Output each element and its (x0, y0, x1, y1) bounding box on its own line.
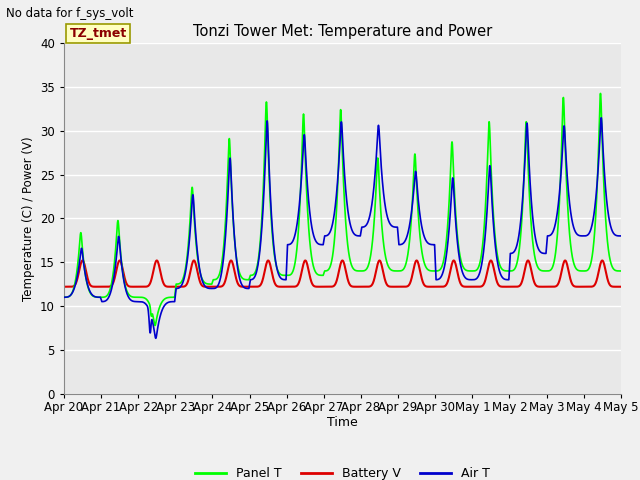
Panel T (546, 267, 554, 273)
Text: TZ_tmet: TZ_tmet (70, 27, 127, 40)
Air T (546, 232, 554, 238)
Battery V (616, 284, 624, 289)
Battery V (60, 284, 68, 289)
Air T (274, 269, 282, 275)
Panel T (151, 323, 159, 328)
Panel T (606, 258, 614, 264)
Air T (597, 115, 605, 120)
Battery V (546, 284, 554, 289)
Air T (157, 312, 164, 317)
Battery V (157, 271, 164, 276)
Line: Air T: Air T (64, 118, 621, 338)
Air T (152, 336, 159, 341)
Y-axis label: Temperature (C) / Power (V): Temperature (C) / Power (V) (22, 136, 35, 300)
Air T (617, 233, 625, 239)
Air T (60, 294, 68, 300)
Battery V (606, 282, 614, 288)
Battery V (617, 284, 625, 289)
Air T (298, 169, 306, 175)
Battery V (274, 284, 282, 289)
Air T (606, 222, 614, 228)
Panel T (124, 289, 131, 295)
Line: Panel T: Panel T (64, 94, 621, 325)
Air T (124, 292, 131, 298)
Text: No data for f_sys_volt: No data for f_sys_volt (6, 7, 134, 20)
Battery V (124, 283, 132, 288)
Battery V (298, 268, 306, 274)
Panel T (596, 91, 604, 96)
Panel T (274, 267, 282, 273)
Panel T (617, 268, 625, 274)
X-axis label: Time: Time (327, 416, 358, 429)
Line: Battery V: Battery V (64, 261, 621, 287)
Panel T (298, 155, 306, 160)
Legend: Panel T, Battery V, Air T: Panel T, Battery V, Air T (190, 462, 495, 480)
Title: Tonzi Tower Met: Temperature and Power: Tonzi Tower Met: Temperature and Power (193, 24, 492, 39)
Panel T (60, 294, 68, 300)
Battery V (79, 258, 86, 264)
Panel T (157, 301, 164, 307)
